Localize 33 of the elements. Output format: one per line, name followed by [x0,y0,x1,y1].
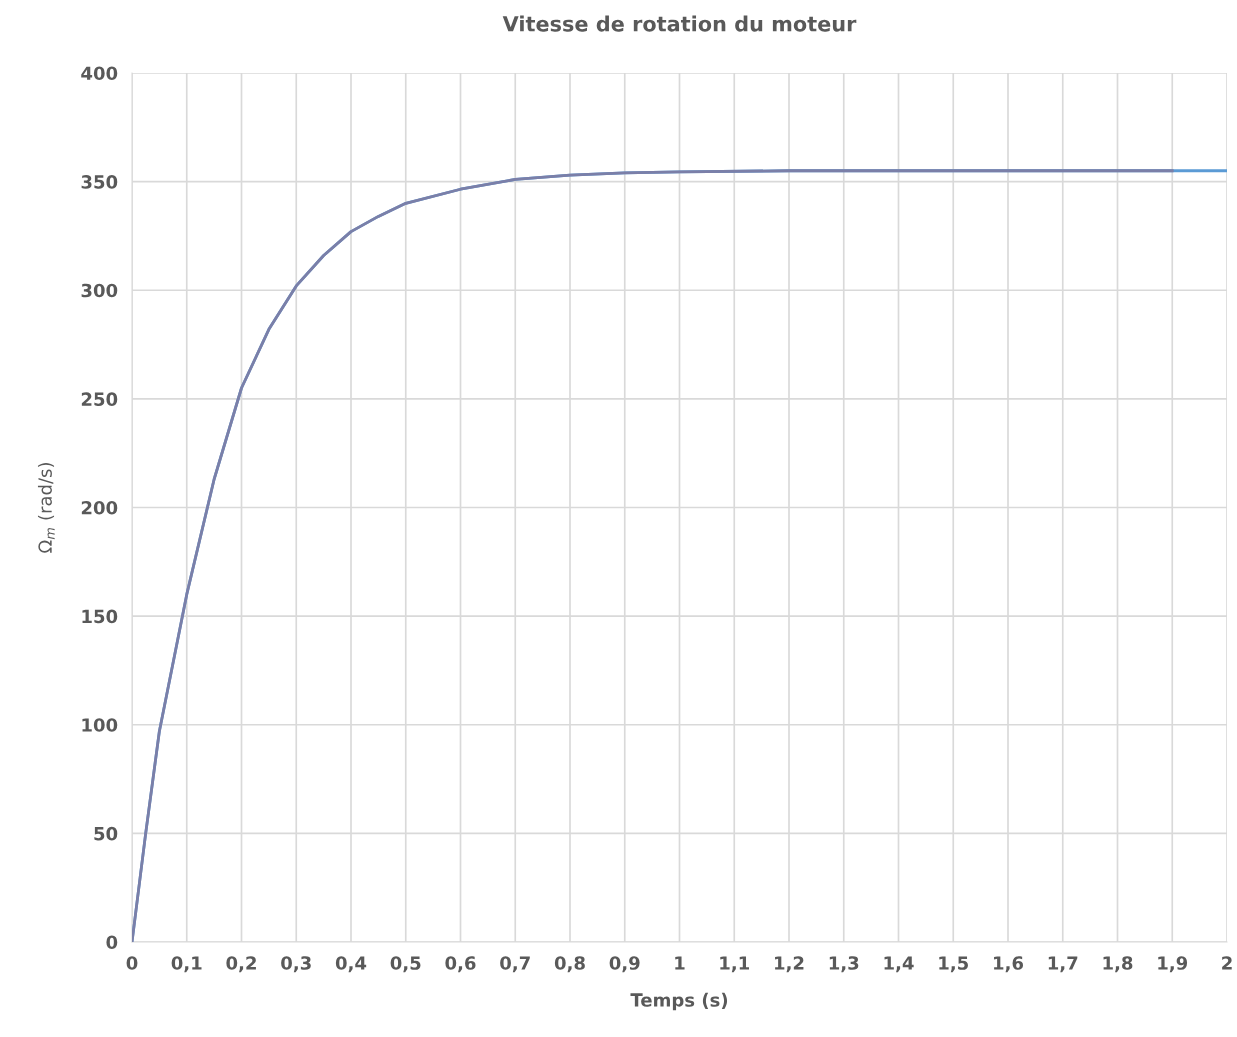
x-tick-label: 1,8 [1103,956,1133,973]
x-tick-label: 1,1 [720,956,749,973]
x-axis-title: Temps (s) [630,992,728,1011]
x-tick-label: 0,1 [171,956,202,973]
y-tick-label: 50 [94,826,118,841]
x-tick-label: 2 [1222,956,1232,970]
x-tick-label: 1,3 [829,956,859,973]
x-tick-label: 0,7 [500,956,530,973]
x-tick-label: 0,9 [609,956,640,973]
y-tick-label: 300 [81,283,118,298]
x-tick-label: 0,4 [335,956,367,973]
x-tick-label: 0,8 [554,956,585,973]
x-tick-label: 0,2 [226,956,256,973]
x-tick-label: 1,6 [994,956,1024,973]
chart-title: Vitesse de rotation du moteur [502,15,857,32]
x-tick-label: 0 [126,956,138,970]
x-tick-label: 0,5 [390,956,421,973]
x-tick-label: 0,6 [445,956,476,973]
x-tick-label: 1,9 [1158,956,1188,973]
x-tick-label: 1,7 [1048,956,1078,973]
y-tick-label: 150 [82,609,118,624]
y-tick-label: 100 [82,718,118,732]
x-tick-label: 0,3 [281,956,311,973]
y-tick-label: 200 [81,500,118,515]
x-tick-label: 1,5 [939,956,968,973]
y-tick-label: 400 [81,66,118,81]
y-tick-label: 350 [81,175,118,189]
y-axis-title: Ω$_{m}$ (rad/s) [37,463,55,553]
y-tick-label: 250 [81,392,118,406]
x-tick-label: 1 [675,956,685,970]
x-tick-label: 1,4 [884,956,914,973]
y-tick-label: 0 [106,935,118,950]
x-tick-label: 1,2 [775,956,804,973]
